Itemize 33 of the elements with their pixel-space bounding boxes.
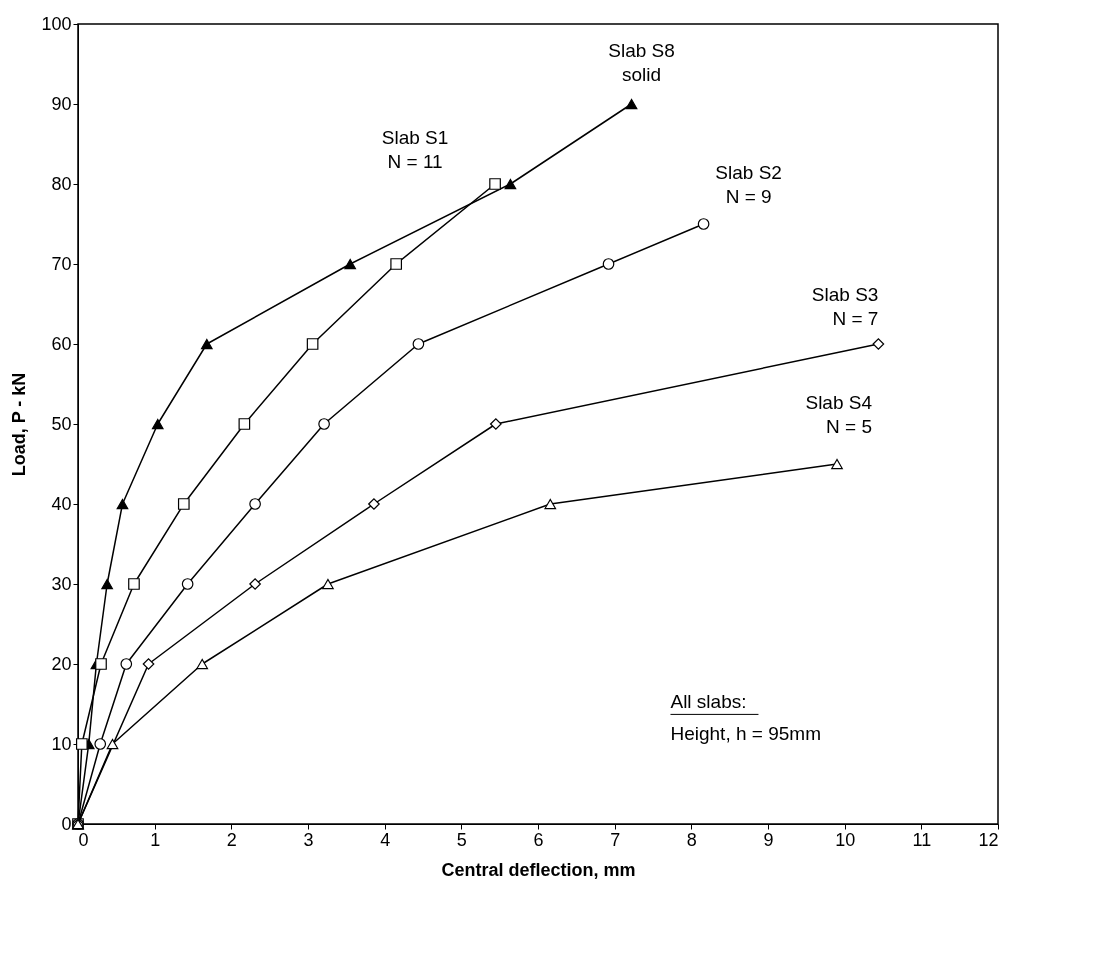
y-axis-title: Load, P - kN <box>9 372 30 477</box>
series-label: Slab S3 N = 7 <box>811 284 879 329</box>
x-tick-label: 0 <box>78 829 89 850</box>
x-tick-label: 11 <box>912 829 932 850</box>
x-tick-label: 9 <box>763 829 774 850</box>
y-tick-label: 50 <box>51 413 72 434</box>
x-tick-label: 8 <box>686 829 697 850</box>
y-tick-label: 80 <box>51 173 72 194</box>
x-tick-label: 12 <box>978 829 999 850</box>
x-tick-label: 5 <box>456 829 467 850</box>
x-tick-label: 6 <box>533 829 544 850</box>
x-tick-label: 7 <box>610 829 621 850</box>
y-tick-label: 10 <box>51 733 72 754</box>
x-tick-label: 2 <box>226 829 237 850</box>
x-tick-label: 3 <box>303 829 314 850</box>
x-tick-label: 10 <box>835 829 856 850</box>
y-tick-label: 100 <box>41 13 72 34</box>
x-tick-label: 1 <box>150 829 161 850</box>
annotation: All slabs: <box>670 691 747 713</box>
y-tick-label: 60 <box>51 333 72 354</box>
annotation: Height, h = 95mm <box>670 723 821 745</box>
y-tick-label: 0 <box>61 813 72 834</box>
y-tick-label: 90 <box>51 93 72 114</box>
y-tick-label: 70 <box>51 253 72 274</box>
text: Slab S1 N = 11 <box>381 127 449 172</box>
x-axis-title: Central deflection, mm <box>441 859 636 880</box>
series-label: Slab S4 N = 5 <box>805 392 873 437</box>
x-tick-label: 4 <box>380 829 391 850</box>
y-tick-label: 30 <box>51 573 72 594</box>
y-tick-label: 40 <box>51 493 72 514</box>
y-tick-label: 20 <box>51 653 72 674</box>
series-label: Slab S2 N = 9 <box>715 162 782 207</box>
series-label: Slab S8 solid <box>608 40 675 85</box>
